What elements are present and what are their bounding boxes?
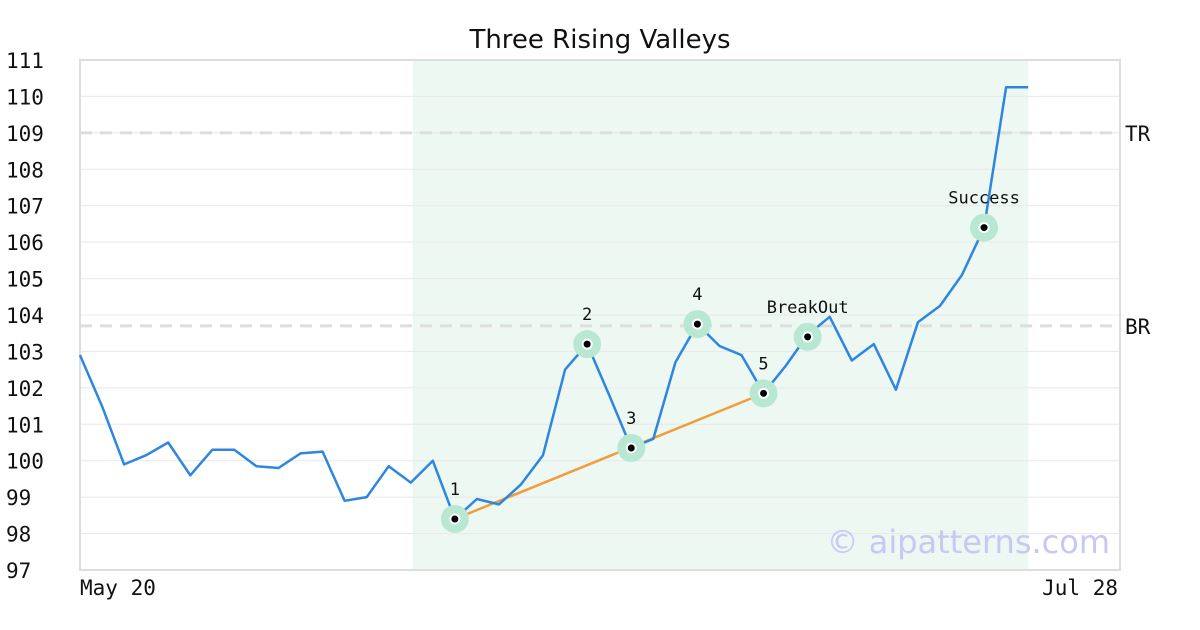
annotation-label: Success	[948, 189, 1020, 209]
y-tick-label: 103	[6, 340, 44, 364]
annotation-label: BreakOut	[767, 298, 849, 318]
annotation-label: 5	[758, 354, 768, 374]
watermark: © aipatterns.com	[827, 523, 1110, 561]
annotation-5: 5	[749, 354, 778, 408]
annotation-dot	[804, 333, 812, 341]
annotation-label: 1	[450, 480, 460, 500]
annotation-3: 3	[617, 409, 646, 462]
y-tick-label: 105	[6, 268, 44, 292]
y-tick-label: 111	[6, 49, 44, 73]
x-tick-label: Jul 28	[1042, 576, 1118, 600]
pattern-annotations: 1 2 3 4 5 BreakOut Success	[440, 189, 1020, 533]
y-tick-label: 108	[6, 158, 44, 182]
annotation-label: 4	[692, 285, 702, 305]
x-tick-label: May 20	[80, 576, 156, 600]
y-tick-label: 97	[6, 559, 31, 583]
annotation-success: Success	[948, 189, 1020, 242]
level-label-br: BR	[1125, 315, 1151, 339]
annotation-dot	[693, 320, 701, 328]
level-label-tr: TR	[1125, 122, 1151, 146]
annotation-1: 1	[440, 480, 469, 533]
annotation-dot	[627, 444, 635, 452]
annotation-label: 2	[582, 305, 592, 325]
annotation-breakout: BreakOut	[767, 298, 849, 351]
y-tick-label: 106	[6, 231, 44, 255]
y-tick-label: 107	[6, 195, 44, 219]
annotation-dot	[760, 389, 768, 397]
price-line	[78, 86, 1029, 521]
annotation-2: 2	[573, 305, 602, 359]
annotation-4: 4	[683, 285, 712, 339]
y-tick-label: 110	[6, 85, 44, 109]
y-tick-label: 102	[6, 377, 44, 401]
y-tick-label: 101	[6, 413, 44, 437]
y-tick-label: 104	[6, 304, 44, 328]
y-tick-label: 109	[6, 122, 44, 146]
chart-title: Three Rising Valleys	[468, 25, 730, 55]
annotation-dot	[451, 515, 459, 523]
y-tick-label: 100	[6, 450, 44, 474]
y-tick-label: 98	[6, 523, 31, 547]
annotation-label: 3	[626, 409, 636, 429]
annotation-dot	[980, 224, 988, 232]
x-axis-ticks: May 20 Jul 28	[80, 576, 1118, 600]
level-lines: TR BR	[80, 122, 1151, 339]
plot-border	[79, 59, 1121, 571]
y-axis-ticks: 97 98 99 100 101 102 103 104 105 106 107 108 109 110 1…	[6, 49, 44, 583]
annotation-dot	[583, 340, 591, 348]
y-tick-label: 99	[6, 486, 31, 510]
